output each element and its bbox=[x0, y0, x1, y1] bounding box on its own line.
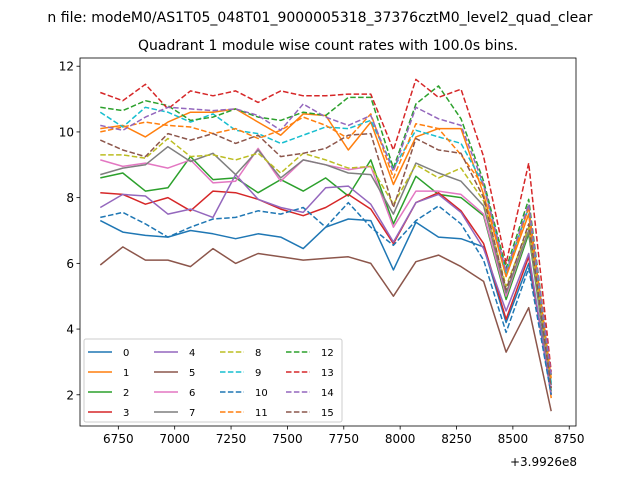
y-tick-label: 2 bbox=[66, 388, 74, 402]
series-line-9 bbox=[99, 106, 552, 384]
legend-label-0: 0 bbox=[123, 348, 129, 359]
y-axis: 2 4 6 8 10 12 bbox=[59, 60, 80, 402]
legend-label-2: 2 bbox=[123, 388, 129, 399]
legend-label-6: 6 bbox=[189, 388, 195, 399]
y-tick-label: 10 bbox=[59, 125, 74, 139]
series-line-12 bbox=[100, 85, 552, 376]
series-line-11 bbox=[100, 113, 552, 379]
legend-label-4: 4 bbox=[189, 348, 195, 359]
chart-title: Quadrant 1 module wise count rates with … bbox=[138, 38, 518, 54]
series-line-13 bbox=[100, 78, 552, 372]
series-layer bbox=[99, 78, 552, 412]
legend-label-15: 15 bbox=[321, 408, 334, 419]
legend-label-1: 1 bbox=[123, 368, 129, 379]
series-line-5 bbox=[99, 246, 552, 412]
x-tick-label: 6750 bbox=[103, 432, 134, 446]
series-line-15 bbox=[99, 132, 552, 389]
x-tick-label: 8000 bbox=[385, 432, 416, 446]
legend-label-14: 14 bbox=[321, 388, 334, 399]
legend-label-13: 13 bbox=[321, 368, 334, 379]
legend-label-10: 10 bbox=[255, 388, 268, 399]
x-tick-label: 7000 bbox=[159, 432, 190, 446]
series-line-4 bbox=[99, 173, 552, 395]
x-tick-label: 7500 bbox=[272, 432, 303, 446]
x-tick-label: 8500 bbox=[498, 432, 529, 446]
series-line-10 bbox=[100, 201, 552, 395]
legend-label-7: 7 bbox=[189, 408, 195, 419]
legend-label-8: 8 bbox=[255, 348, 261, 359]
plot-frame bbox=[79, 57, 577, 427]
legend-box bbox=[83, 338, 343, 423]
legend-label-9: 9 bbox=[255, 368, 261, 379]
y-tick-label: 4 bbox=[66, 323, 74, 337]
x-tick-label: 7750 bbox=[329, 432, 360, 446]
y-tick-label: 8 bbox=[66, 191, 74, 205]
x-offset-label: +3.9926e8 bbox=[510, 455, 577, 469]
series-line-7 bbox=[100, 145, 552, 386]
legend-label-11: 11 bbox=[255, 408, 268, 419]
legend-label-3: 3 bbox=[123, 408, 129, 419]
legend-label-5: 5 bbox=[189, 368, 195, 379]
series-line-14 bbox=[100, 103, 552, 376]
series-line-2 bbox=[100, 155, 552, 392]
y-tick-label: 6 bbox=[66, 257, 74, 271]
series-line-3 bbox=[100, 190, 552, 395]
series-line-8 bbox=[100, 137, 552, 382]
y-tick-label: 12 bbox=[59, 60, 74, 74]
x-axis: 6750 7000 7250 7500 7750 8000 8250 8500 8750 bbox=[103, 426, 585, 446]
x-tick-label: 8250 bbox=[441, 432, 472, 446]
x-tick-label: 7250 bbox=[216, 432, 247, 446]
figure-suptitle: n file: modeM0/AS1T05_048T01_9000005318_… bbox=[47, 10, 592, 26]
x-tick-label: 8750 bbox=[554, 432, 585, 446]
legend-label-12: 12 bbox=[321, 348, 334, 359]
